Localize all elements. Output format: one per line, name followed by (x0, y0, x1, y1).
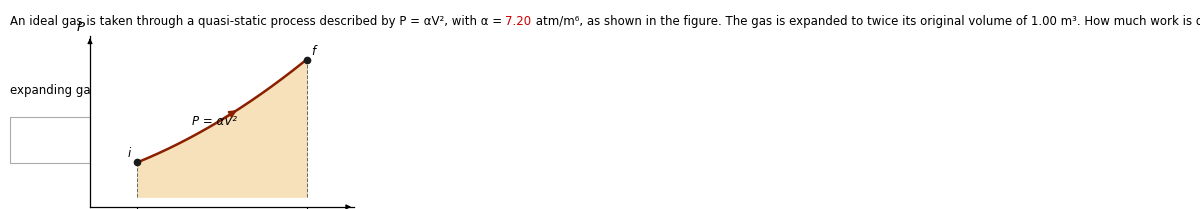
Text: An ideal gas is taken through a quasi-static process described by P = αV², with : An ideal gas is taken through a quasi-st… (10, 15, 505, 28)
Text: P: P (77, 21, 85, 34)
Text: 7.20: 7.20 (505, 15, 532, 28)
Text: MJ: MJ (106, 134, 119, 147)
Text: expanding gas in this process?: expanding gas in this process? (10, 84, 192, 97)
Text: P = αV²: P = αV² (192, 115, 236, 128)
Text: f: f (312, 45, 316, 58)
Text: i: i (127, 147, 131, 160)
FancyBboxPatch shape (10, 117, 97, 163)
Text: atm/m⁶, as shown in the figure. The gas is expanded to twice its original volume: atm/m⁶, as shown in the figure. The gas … (532, 15, 1200, 28)
